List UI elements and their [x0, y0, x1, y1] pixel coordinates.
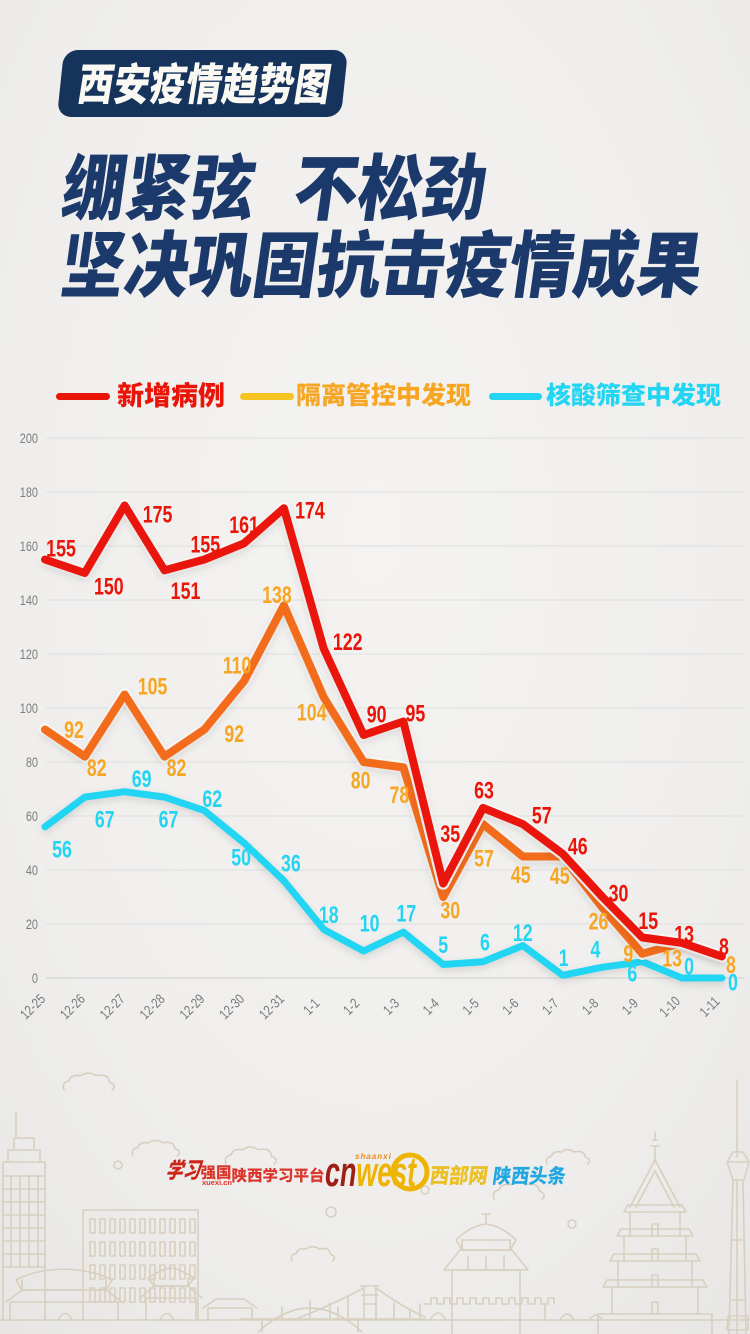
svg-text:138: 138: [262, 582, 292, 608]
svg-text:80: 80: [351, 768, 371, 794]
svg-text:95: 95: [406, 701, 426, 727]
svg-text:63: 63: [474, 778, 494, 804]
svg-text:110: 110: [223, 653, 252, 679]
svg-text:104: 104: [297, 700, 327, 726]
svg-text:67: 67: [159, 807, 179, 833]
svg-text:151: 151: [171, 578, 201, 604]
svg-text:30: 30: [440, 898, 460, 924]
svg-text:0: 0: [32, 971, 38, 987]
svg-text:8: 8: [719, 934, 729, 960]
svg-text:30: 30: [609, 881, 629, 907]
svg-text:67: 67: [95, 807, 115, 833]
svg-text:78: 78: [390, 782, 410, 808]
svg-text:180: 180: [20, 485, 38, 501]
svg-text:15: 15: [638, 909, 658, 935]
svg-text:200: 200: [20, 431, 38, 447]
svg-text:105: 105: [138, 674, 168, 700]
svg-text:10: 10: [360, 911, 380, 937]
svg-text:13: 13: [674, 922, 694, 948]
svg-text:122: 122: [333, 630, 363, 656]
svg-text:90: 90: [367, 702, 387, 728]
svg-text:20: 20: [26, 917, 38, 933]
svg-text:6: 6: [480, 930, 490, 956]
svg-text:140: 140: [20, 593, 38, 609]
svg-text:56: 56: [52, 837, 72, 863]
svg-text:9: 9: [623, 942, 633, 968]
svg-text:5: 5: [438, 933, 448, 959]
svg-text:120: 120: [20, 647, 38, 663]
svg-text:62: 62: [202, 787, 222, 813]
svg-text:82: 82: [167, 756, 187, 782]
svg-text:17: 17: [397, 901, 417, 927]
svg-text:92: 92: [224, 722, 244, 748]
svg-text:13: 13: [662, 946, 682, 972]
svg-text:shaanxi: shaanxi: [355, 1152, 392, 1161]
svg-text:60: 60: [26, 809, 38, 825]
svg-text:35: 35: [440, 822, 460, 848]
svg-text:0: 0: [684, 954, 694, 980]
svg-text:161: 161: [229, 512, 259, 538]
svg-text:82: 82: [87, 756, 107, 782]
svg-text:57: 57: [474, 846, 494, 872]
svg-text:26: 26: [589, 909, 609, 935]
svg-text:18: 18: [319, 902, 339, 928]
svg-text:92: 92: [64, 718, 84, 744]
svg-text:150: 150: [94, 574, 124, 600]
svg-text:8: 8: [726, 952, 736, 978]
svg-text:1: 1: [559, 945, 569, 971]
svg-text:xuexi.cn: xuexi.cn: [202, 1178, 232, 1187]
svg-text:45: 45: [511, 863, 531, 889]
svg-text:0: 0: [728, 970, 738, 996]
svg-text:155: 155: [190, 532, 220, 558]
svg-text:40: 40: [26, 863, 38, 879]
svg-text:50: 50: [231, 845, 251, 871]
svg-text:160: 160: [20, 539, 38, 555]
svg-text:69: 69: [132, 767, 152, 793]
svg-text:175: 175: [143, 502, 173, 528]
svg-text:80: 80: [26, 755, 38, 771]
svg-text:4: 4: [591, 937, 601, 963]
svg-text:46: 46: [568, 834, 588, 860]
svg-text:100: 100: [20, 701, 38, 717]
svg-text:57: 57: [532, 803, 552, 829]
svg-text:155: 155: [46, 536, 76, 562]
svg-text:45: 45: [550, 864, 570, 890]
svg-text:12: 12: [513, 921, 533, 947]
svg-text:6: 6: [627, 961, 637, 987]
svg-text:36: 36: [281, 851, 301, 877]
svg-text:174: 174: [295, 498, 325, 524]
